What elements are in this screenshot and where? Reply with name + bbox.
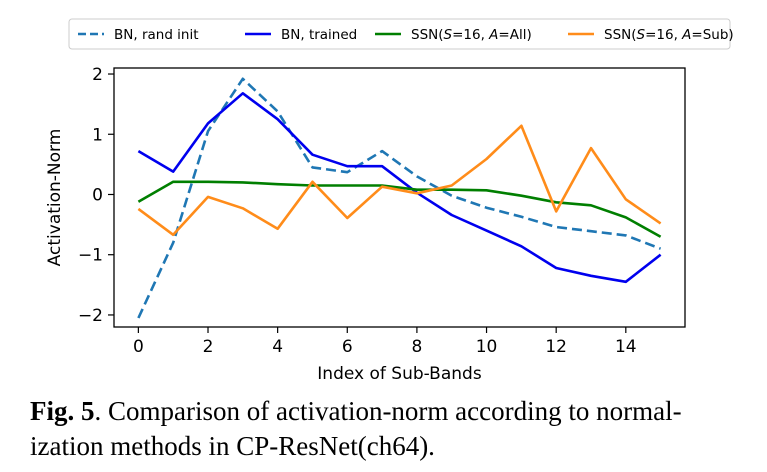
chart: BN, rand init BN, trained SSN(S=16, A=All)… [45, 18, 734, 384]
x-tick-label: 2 [203, 337, 214, 357]
series-line-1 [137, 92, 662, 284]
caption-text: . Comparison of activation-norm accordin… [30, 396, 682, 461]
x-tick-label: 8 [411, 337, 422, 357]
plot-frame [113, 67, 686, 328]
y-axis-label: Activation-Norm [45, 129, 65, 267]
x-tick-label: 6 [342, 337, 353, 357]
y-tick-label: −2 [78, 306, 103, 326]
series-line-0 [137, 77, 662, 319]
x-tick-label: 0 [133, 337, 144, 357]
legend: BN, rand init BN, trained SSN(S=16, A=All)… [68, 18, 734, 50]
x-tick-label: 4 [272, 337, 283, 357]
x-axis-label: Index of Sub-Bands [317, 364, 482, 384]
x-tick-label: 14 [615, 337, 637, 357]
series-line-2 [137, 180, 662, 238]
legend-label-2: SSN(S=16, A=All) [411, 27, 532, 43]
y-tick-label: −1 [78, 246, 103, 266]
figure-caption: Fig. 5. Comparison of activation-norm ac… [30, 394, 750, 464]
legend-label-0: BN, rand init [114, 27, 199, 43]
legend-label-1: BN, trained [281, 27, 357, 43]
y-axis-ticks: −2 −1 0 1 2 [78, 65, 114, 326]
y-tick-label: 1 [92, 125, 103, 145]
x-tick-label: 12 [545, 337, 567, 357]
plot-lines [137, 77, 662, 319]
legend-label-3: SSN(S=16, A=Sub) [604, 27, 734, 43]
x-axis-ticks: 0 2 4 6 8 10 12 14 [133, 327, 637, 357]
caption-label: Fig. 5 [30, 396, 95, 426]
y-tick-label: 2 [92, 65, 103, 85]
y-tick-label: 0 [92, 185, 103, 205]
x-tick-label: 10 [476, 337, 498, 357]
series-line-3 [137, 124, 662, 237]
